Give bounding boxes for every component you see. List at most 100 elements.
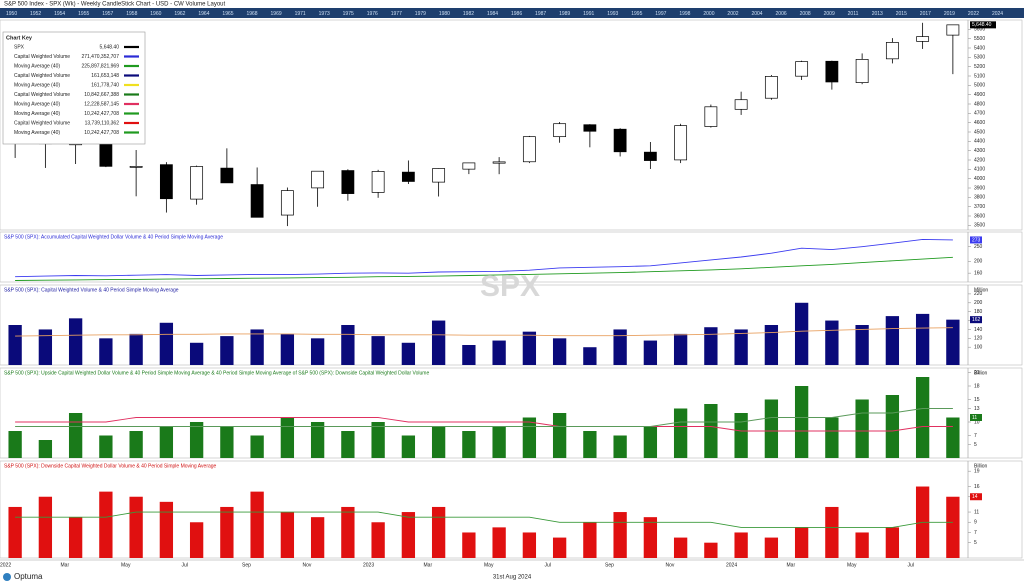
y-tick-label: 5100: [974, 73, 985, 79]
candle-body: [825, 60, 839, 83]
bar: [462, 345, 476, 365]
y-tick-label: 4000: [974, 176, 985, 182]
candle-body: [916, 36, 930, 42]
y-tick-label: 250: [974, 244, 983, 250]
last-value-tag: [970, 236, 982, 244]
bar: [310, 422, 325, 458]
timeline-label: 1984: [487, 11, 498, 17]
y-tick-label: 3800: [974, 195, 985, 201]
bar: [99, 491, 113, 558]
bar: [915, 313, 930, 365]
bar: [68, 318, 83, 365]
bar: [371, 522, 385, 558]
candle-body: [129, 165, 143, 168]
bar: [492, 340, 506, 365]
y-tick-label: 3600: [974, 213, 985, 219]
timeline-label: 1968: [246, 11, 257, 17]
y-tick-label: 200: [974, 300, 983, 306]
timeline-label: 2006: [776, 11, 787, 17]
bar: [38, 496, 53, 558]
key-name: Capital Weighted Volume: [14, 92, 70, 98]
x-tick-label: Jul: [182, 562, 188, 568]
bar: [159, 501, 174, 558]
bar: [794, 302, 809, 365]
candle-body: [522, 136, 536, 163]
last-value-label: 14: [972, 494, 978, 500]
bar: [38, 440, 53, 458]
timeline-label: 1993: [607, 11, 618, 17]
bar: [129, 333, 143, 365]
bar: [250, 329, 264, 365]
bar: [522, 532, 537, 558]
key-value: 13,739,110,362: [85, 120, 120, 126]
bar: [552, 537, 567, 558]
timeline-label: 2015: [896, 11, 907, 17]
date: 31st Aug 2024: [493, 575, 532, 581]
key-name: Capital Weighted Volume: [14, 120, 70, 126]
bar: [401, 342, 416, 365]
bar: [885, 316, 900, 365]
bar: [613, 512, 627, 558]
timeline-label: 1958: [126, 11, 137, 17]
x-tick-label: May: [121, 562, 131, 568]
timeline-label: 1977: [391, 11, 402, 17]
bar: [492, 527, 506, 558]
bar: [341, 506, 355, 558]
bar: [38, 329, 53, 365]
key-value: 161,653,148: [91, 73, 119, 79]
x-tick-label: Jul: [545, 562, 551, 568]
key-value: 5,648.40: [100, 44, 120, 50]
x-tick-label: Mar: [787, 562, 796, 568]
timeline-label: 2024: [992, 11, 1003, 17]
key-name: Moving Average (40): [14, 82, 60, 88]
timeline-label: 1989: [559, 11, 570, 17]
y-tick-label: 4100: [974, 167, 985, 173]
key-value: 12,228,587,145: [84, 101, 119, 107]
y-tick-label: 4600: [974, 120, 985, 126]
bar: [8, 506, 22, 558]
bar: [885, 527, 900, 558]
bar: [643, 340, 658, 365]
bar: [734, 413, 748, 458]
bar: [552, 338, 567, 365]
panel-frame: [0, 284, 1023, 366]
timeline-label: 2009: [824, 11, 835, 17]
bar: [310, 338, 325, 365]
panel-title: S&P 500 (SPX): Accumulated Capital Weigh…: [4, 234, 223, 240]
y-tick-label: 10: [974, 419, 980, 425]
bar: [462, 532, 476, 558]
y-tick-label: 9: [974, 520, 977, 526]
y-tick-label: 3700: [974, 204, 985, 210]
bar: [764, 537, 779, 558]
timeline-label: 1950: [6, 11, 17, 17]
bar: [613, 435, 627, 458]
timeline-label: 1976: [367, 11, 378, 17]
bar: [341, 325, 355, 365]
bar: [946, 496, 960, 558]
y-tick-label: 120: [974, 336, 983, 342]
y-tick-label: 4500: [974, 129, 985, 135]
candle-body: [795, 61, 809, 77]
timeline-label: 1982: [463, 11, 474, 17]
y-tick-label: 3900: [974, 185, 985, 191]
x-tick-label: 2024: [726, 562, 737, 568]
y-tick-label: 5000: [974, 83, 985, 89]
timeline-label: 2013: [872, 11, 883, 17]
bar: [643, 426, 658, 458]
y-tick-label: 19: [974, 469, 980, 475]
y-tick-label: 200: [974, 259, 983, 265]
candle-body: [462, 162, 476, 170]
y-tick-label: 100: [974, 345, 983, 351]
timeline-label: 2011: [848, 11, 859, 17]
unit-label: Billion: [974, 463, 988, 469]
y-tick-label: 21: [974, 370, 980, 376]
bar: [794, 386, 809, 458]
candle-body: [371, 171, 385, 193]
x-tick-label: Jul: [908, 562, 914, 568]
timeline-bar[interactable]: [0, 8, 1024, 18]
key-value: 10,242,427,708: [84, 130, 119, 136]
timeline-label: 1971: [295, 11, 306, 17]
bar: [825, 320, 839, 365]
panel-frame: [0, 19, 1023, 231]
y-tick-label: 11: [974, 509, 979, 515]
